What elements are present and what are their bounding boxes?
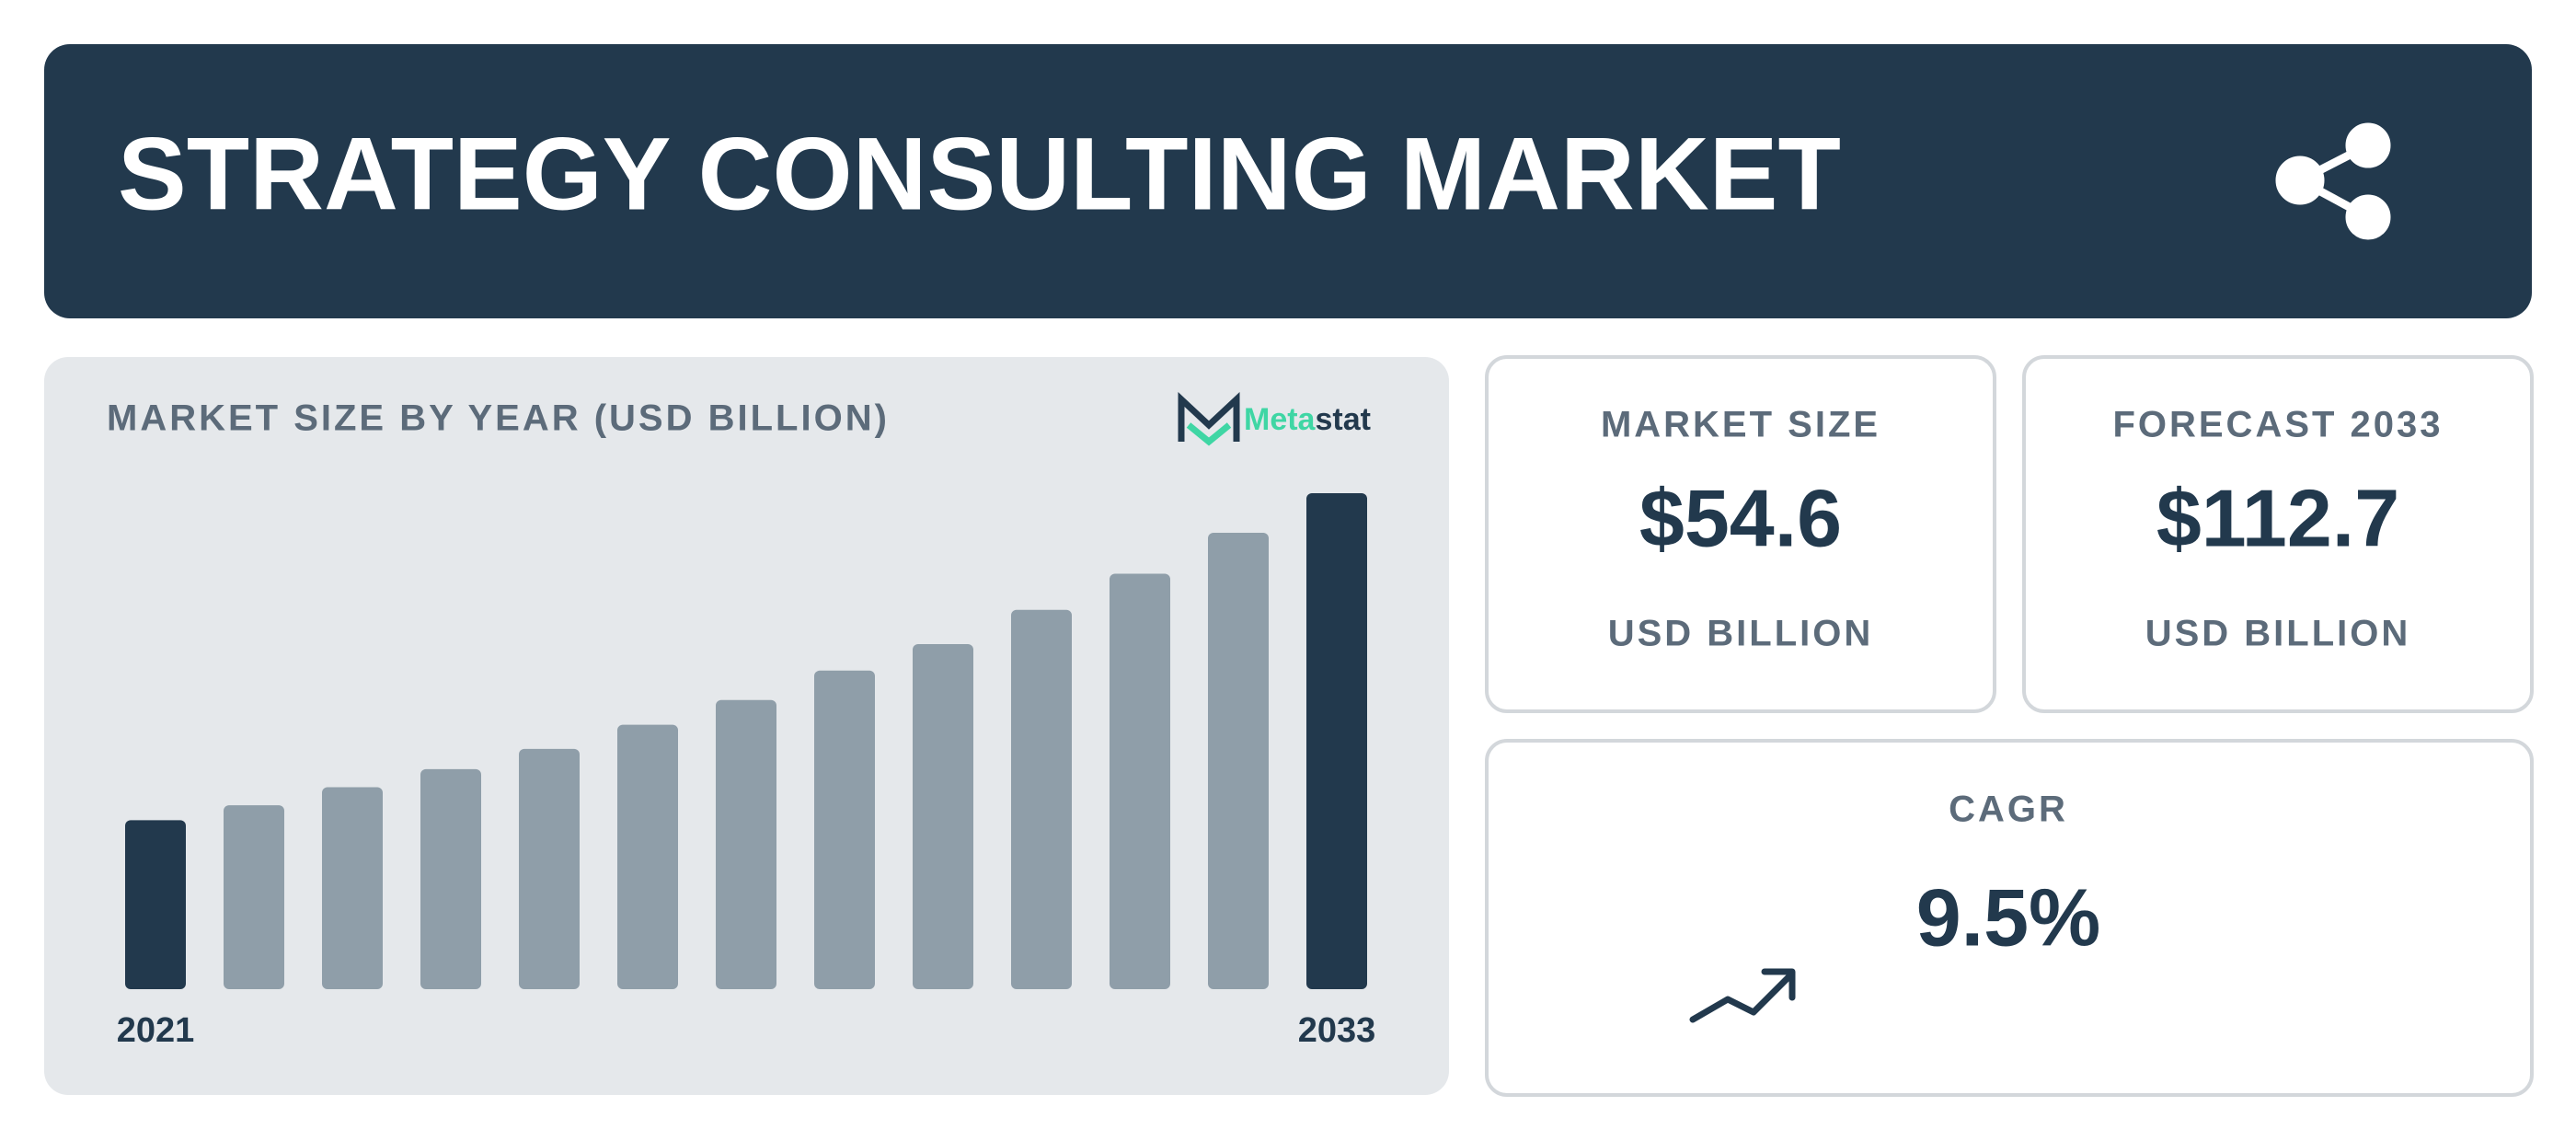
chart-title: MARKET SIZE BY YEAR (USD BILLION) — [107, 398, 890, 439]
card-value: $54.6 — [1639, 472, 1842, 563]
x-tick-label: 2033 — [1298, 1011, 1376, 1050]
bar — [1306, 493, 1367, 989]
share-icon[interactable] — [2275, 122, 2391, 240]
bar — [125, 820, 186, 989]
bar — [519, 748, 580, 989]
card-value: 9.5% — [1916, 871, 2101, 962]
card-label: MARKET SIZE — [1601, 405, 1880, 445]
bar — [617, 724, 678, 989]
card: CAGR 9.5% — [1485, 739, 2534, 1097]
card-label: CAGR — [1949, 789, 2068, 830]
card-unit: USD BILLION — [2145, 614, 2411, 654]
bar — [913, 644, 973, 989]
bar — [716, 699, 776, 989]
card: FORECAST 2033 $112.7 USD BILLION — [2022, 355, 2534, 713]
header-banner — [44, 44, 2532, 318]
header-title: STRATEGY CONSULTING MARKET — [118, 117, 1841, 232]
bar — [322, 787, 383, 989]
bar — [814, 670, 875, 989]
trend-icon — [1689, 968, 1796, 1023]
card-unit: USD BILLION — [1608, 614, 1874, 654]
logo-part: Meta — [1244, 402, 1317, 437]
bar — [420, 768, 481, 989]
card: MARKET SIZE $54.6 USD BILLION — [1485, 355, 1996, 713]
card-label: FORECAST 2033 — [2112, 405, 2443, 445]
logo-text: Metastat — [1244, 402, 1371, 437]
card-value: $112.7 — [2156, 472, 2399, 563]
x-tick-label: 2021 — [117, 1011, 195, 1050]
bar — [1110, 573, 1170, 989]
bar — [224, 805, 284, 989]
bar — [1011, 609, 1072, 989]
logo-part: stat — [1315, 402, 1370, 437]
bar — [1208, 533, 1269, 989]
logo: Metastat — [1178, 391, 1371, 446]
